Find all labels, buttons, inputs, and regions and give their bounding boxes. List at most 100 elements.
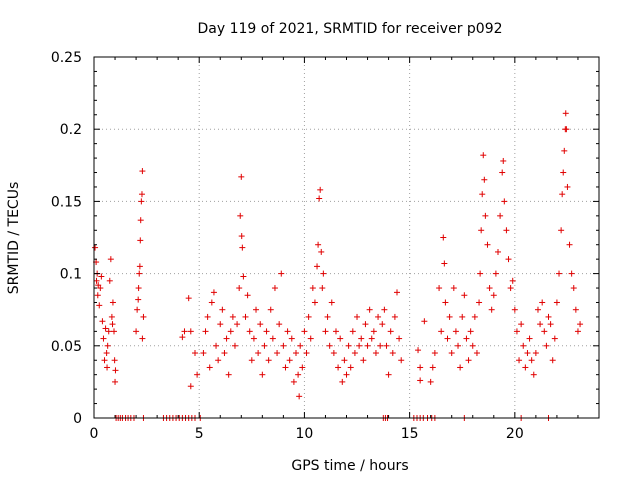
data-point — [477, 270, 484, 277]
data-point — [293, 350, 299, 357]
x-axis-label: GPS time / hours — [291, 458, 408, 474]
data-point — [560, 169, 567, 176]
data-point — [503, 227, 510, 234]
data-point — [417, 377, 424, 384]
data-point — [231, 342, 238, 349]
data-point — [427, 378, 434, 385]
data-point — [96, 302, 103, 309]
data-point — [276, 321, 283, 328]
data-point — [255, 350, 262, 357]
data-point — [455, 342, 462, 349]
data-point — [337, 335, 344, 342]
y-axis-label: SRMTID / TECUs — [6, 182, 22, 295]
data-point — [104, 342, 111, 349]
x-tick-label: 10 — [296, 426, 314, 442]
data-point — [561, 147, 568, 154]
data-point — [311, 299, 318, 306]
data-point — [461, 292, 468, 299]
data-point — [463, 335, 470, 342]
chart-title: Day 119 of 2021, SRMTID for receiver p09… — [197, 21, 502, 37]
data-point — [139, 168, 146, 175]
data-point — [261, 342, 268, 349]
data-point — [528, 357, 535, 364]
data-point — [345, 342, 352, 349]
data-point — [518, 321, 525, 328]
data-point — [524, 350, 531, 357]
data-point — [351, 350, 358, 357]
data-point — [326, 342, 333, 349]
data-point — [358, 335, 365, 342]
data-point — [446, 313, 453, 320]
data-point — [97, 285, 104, 292]
data-point — [219, 306, 226, 313]
data-point — [562, 110, 569, 117]
data-point — [295, 371, 302, 378]
data-point — [429, 364, 436, 371]
x-tick-label: 0 — [90, 426, 99, 442]
data-point — [99, 318, 106, 325]
data-point — [309, 285, 316, 292]
data-point — [316, 195, 323, 202]
data-point — [539, 299, 546, 306]
data-point — [541, 328, 548, 335]
data-point — [253, 306, 260, 313]
data-point — [137, 217, 144, 224]
data-point — [497, 212, 504, 219]
x-tick-label: 5 — [195, 426, 204, 442]
data-point — [362, 321, 369, 328]
data-point — [102, 325, 109, 332]
data-point — [248, 357, 255, 364]
data-point — [234, 321, 241, 328]
data-point — [467, 328, 474, 335]
data-point — [448, 350, 455, 357]
data-point — [513, 328, 520, 335]
data-point — [135, 296, 142, 303]
data-point — [109, 321, 116, 328]
data-point — [204, 313, 211, 320]
data-point — [490, 292, 497, 299]
data-point — [314, 263, 321, 270]
data-point — [111, 357, 118, 364]
data-point — [530, 371, 537, 378]
data-points — [92, 110, 584, 421]
data-point — [436, 285, 443, 292]
data-point — [511, 306, 518, 313]
data-point — [398, 357, 405, 364]
data-point — [179, 334, 186, 341]
data-point — [532, 350, 539, 357]
grid-lines — [94, 57, 599, 418]
data-point — [417, 364, 424, 371]
data-point — [103, 350, 110, 357]
data-point — [296, 393, 303, 400]
data-point — [136, 263, 143, 270]
data-point — [516, 357, 523, 364]
data-point — [328, 299, 335, 306]
data-point — [343, 371, 350, 378]
data-point — [574, 328, 581, 335]
data-point — [360, 357, 367, 364]
y-tick-label: 0.25 — [51, 50, 82, 66]
data-point — [135, 285, 142, 292]
data-point — [431, 350, 438, 357]
data-point — [238, 173, 245, 180]
data-point — [259, 371, 266, 378]
data-point — [568, 270, 575, 277]
data-point — [133, 328, 140, 335]
data-point — [450, 285, 457, 292]
data-point — [526, 335, 533, 342]
data-point — [473, 350, 480, 357]
data-point — [354, 313, 361, 320]
data-point — [522, 364, 529, 371]
data-point — [221, 350, 228, 357]
data-point — [444, 335, 451, 342]
data-point — [442, 299, 449, 306]
data-point — [370, 328, 377, 335]
data-point — [543, 342, 550, 349]
data-point — [482, 212, 489, 219]
data-point — [106, 277, 113, 284]
data-point — [134, 306, 141, 313]
data-point — [140, 313, 147, 320]
data-point — [282, 364, 289, 371]
data-point — [286, 357, 293, 364]
